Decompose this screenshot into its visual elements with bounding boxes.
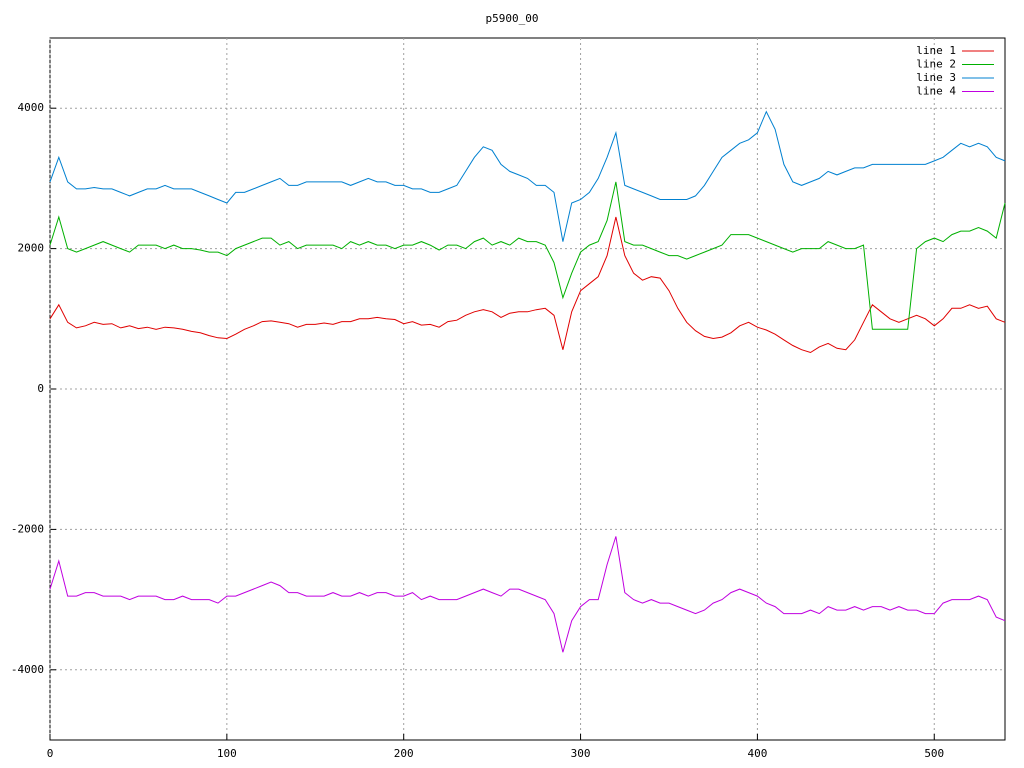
data-line	[49, 181, 1006, 330]
x-tick-label: 300	[571, 747, 591, 760]
legend-label: line 1	[916, 44, 956, 57]
legend-label: line 4	[916, 85, 956, 98]
data-line	[49, 110, 1006, 242]
x-tick-label: 400	[747, 747, 767, 760]
y-tick-label: 0	[37, 382, 44, 395]
x-tick-label: 100	[217, 747, 237, 760]
data-line	[49, 536, 1006, 653]
y-tick-label: 4000	[18, 101, 45, 114]
x-tick-label: 200	[394, 747, 414, 760]
legend-label: line 3	[916, 71, 956, 84]
y-tick-label: 2000	[18, 242, 45, 255]
y-tick-label: -2000	[11, 522, 44, 535]
data-line	[49, 216, 1006, 354]
chart-title: p5900_00	[486, 12, 539, 25]
x-tick-label: 0	[47, 747, 54, 760]
x-tick-label: 500	[924, 747, 944, 760]
y-tick-label: -4000	[11, 663, 44, 676]
legend-label: line 2	[916, 58, 956, 71]
